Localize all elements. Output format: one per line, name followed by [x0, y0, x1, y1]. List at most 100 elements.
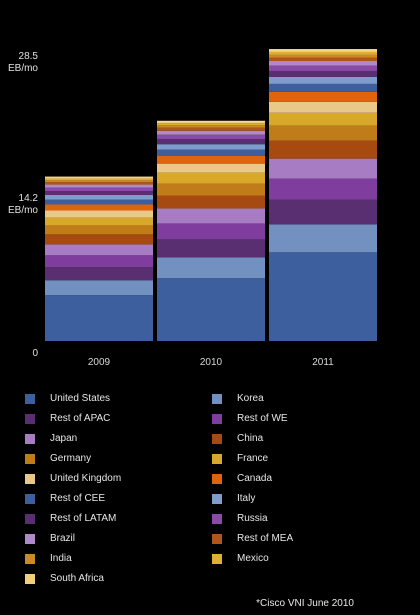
legend-item: India [25, 552, 205, 566]
bar-segment-2010-rest-of-we [157, 223, 265, 240]
bar-segment-2009-france [45, 217, 153, 226]
bar-top-2009 [45, 176, 153, 179]
bar-segment-2009-india [45, 180, 153, 183]
x-tick-label: 2009 [87, 357, 111, 368]
legend-label: United Kingdom [50, 473, 122, 484]
legend-swatch [212, 494, 222, 504]
bar-segment-2010-japan [157, 208, 265, 224]
bar-segment-2009-rest-of-latam [45, 191, 153, 196]
legend-swatch [25, 474, 35, 484]
legend-label: Rest of LATAM [50, 513, 117, 524]
legend-label: Japan [50, 433, 78, 444]
bar-segment-2011-russia [269, 65, 377, 71]
bar-segment-2009-rest-of-apac [45, 267, 153, 281]
y-tick-label: 14.2 EB/mo [7, 193, 38, 217]
legend-label: United States [50, 393, 111, 404]
legend-swatch [25, 454, 35, 464]
legend-item: Rest of APAC [25, 412, 205, 426]
legend-swatch [212, 534, 222, 544]
bar-segment-2010-rest-of-mea [157, 127, 265, 131]
bar-segment-2009-rest-of-we [45, 255, 153, 268]
legend-swatch [25, 574, 35, 584]
bar-segment-2011-rest-of-mea [269, 57, 377, 61]
bar-segment-2011-china [269, 140, 377, 159]
bar-segment-2009-rest-of-cee [45, 199, 153, 205]
bar-segment-2011-brazil [269, 60, 377, 66]
stacked-bar-chart [45, 49, 377, 341]
legend-label: Rest of WE [237, 413, 288, 424]
bar-segment-2009-mexico [45, 178, 153, 181]
legend-label: Italy [237, 493, 256, 504]
legend-label: Korea [237, 393, 264, 404]
bar-segment-2010-united-states [157, 278, 265, 341]
bar-segment-2010-united-kingdom [157, 163, 265, 173]
legend-label: India [50, 553, 72, 564]
x-tick-label: 2011 [312, 357, 334, 368]
bar-segment-2011-japan [269, 158, 377, 179]
legend-item: Rest of CEE [25, 492, 205, 506]
bar-segment-2011-rest-of-cee [269, 83, 377, 92]
legend-item: South Africa [25, 572, 205, 586]
legend-item: Mexico [212, 552, 392, 566]
legend-swatch [212, 454, 222, 464]
bar-segment-2010-south-africa [157, 121, 265, 124]
legend-swatch [25, 414, 35, 424]
legend-label: Russia [237, 513, 268, 524]
legend-swatch [25, 514, 35, 524]
legend-item: United States [25, 392, 205, 406]
bar-segment-2010-brazil [157, 130, 265, 135]
bar-segment-2011-korea [269, 224, 377, 253]
bar-segment-2011-rest-of-latam [269, 70, 377, 77]
legend-label: France [237, 453, 269, 464]
bar-segment-2010-rest-of-cee [157, 149, 265, 156]
legend-item: China [212, 432, 392, 446]
bar-segment-2011-india [269, 54, 377, 58]
legend-label: Canada [237, 473, 273, 484]
legend-item: Korea [212, 392, 392, 406]
bar-segment-2009-china [45, 234, 153, 245]
bar-segment-2011-rest-of-apac [269, 199, 377, 225]
bar-segment-2009-russia [45, 187, 153, 192]
bar-segment-2011-united-kingdom [269, 101, 377, 113]
legend-label: Mexico [237, 553, 269, 564]
legend-item: Japan [25, 432, 205, 446]
bar-top-2011 [269, 49, 377, 51]
legend-label: Rest of CEE [50, 493, 106, 504]
bar-segment-2010-germany [157, 183, 265, 196]
bar-segment-2010-canada [157, 155, 265, 164]
legend-item: Russia [212, 512, 392, 526]
legend-item: Rest of MEA [212, 532, 392, 546]
source-note: *Cisco VNI June 2010 [256, 598, 354, 609]
bar-segment-2009-rest-of-mea [45, 182, 153, 185]
bar-segment-2009-united-states [45, 295, 153, 341]
legend-item: Canada [212, 472, 392, 486]
bar-segment-2010-mexico [157, 123, 265, 126]
bar-top-2010 [157, 120, 265, 123]
legend-label: China [237, 433, 264, 444]
legend-item: Brazil [25, 532, 205, 546]
bar-segment-2011-canada [269, 91, 377, 102]
legend-item: Rest of WE [212, 412, 392, 426]
bar-segment-2009-japan [45, 244, 153, 256]
legend-label: South Africa [50, 573, 104, 584]
legend-label: Rest of MEA [237, 533, 294, 544]
legend-swatch [212, 414, 222, 424]
legend-swatch [25, 434, 35, 444]
bar-segment-2009-korea [45, 280, 153, 296]
legend-item: France [212, 452, 392, 466]
bar-segment-2011-south-africa [269, 50, 377, 53]
bar-segment-2010-italy [157, 144, 265, 150]
bar-segment-2011-united-states [269, 252, 377, 341]
bar-segment-2009-united-kingdom [45, 210, 153, 218]
legend-swatch [25, 554, 35, 564]
bar-segment-2011-rest-of-we [269, 178, 377, 200]
legend-swatch [212, 394, 222, 404]
y-tick-label: 0 [32, 348, 38, 359]
legend-item: Germany [25, 452, 205, 466]
bar-segment-2011-mexico [269, 52, 377, 55]
bar-segment-2010-china [157, 195, 265, 209]
x-tick-label: 2010 [199, 357, 223, 368]
legend-swatch [212, 474, 222, 484]
legend-swatch [212, 434, 222, 444]
bar-segment-2010-rest-of-apac [157, 239, 265, 258]
